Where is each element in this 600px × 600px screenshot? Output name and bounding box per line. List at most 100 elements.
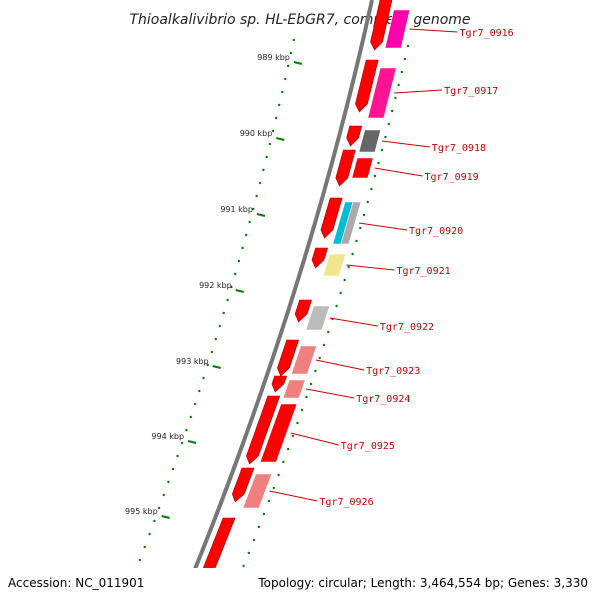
scale-dot — [359, 226, 362, 230]
scale-dot — [148, 532, 151, 536]
scale-dot — [167, 480, 170, 484]
tick-mark — [161, 515, 170, 519]
scale-dot — [202, 376, 205, 380]
gene-block — [282, 379, 306, 399]
scale-dot — [226, 298, 229, 302]
forward-gene-arrow — [320, 197, 343, 239]
scale-dot — [282, 460, 285, 464]
scale-dot — [277, 473, 280, 477]
forward-gene-arrow — [231, 467, 255, 503]
gene-label-leader — [409, 28, 458, 33]
scale-dot — [384, 135, 387, 139]
scale-dot — [206, 363, 209, 367]
gene-label: Tgr7_0925 — [341, 441, 395, 452]
genome-backbone — [180, 0, 374, 600]
scale-dot — [162, 493, 165, 497]
gene-label-leader — [290, 432, 339, 446]
gene-label: Tgr7_0922 — [380, 322, 434, 333]
forward-gene-arrow — [355, 59, 379, 113]
scale-dot — [286, 64, 290, 68]
gene-block — [384, 9, 411, 49]
scale-dot — [291, 434, 295, 438]
scale-dot — [210, 350, 213, 354]
gene-block — [358, 129, 382, 153]
gene-block — [367, 67, 397, 119]
scale-dot — [255, 194, 258, 198]
accession-text: Accession: NC_011901 — [8, 576, 144, 590]
scale-dot — [233, 272, 237, 276]
gene-label: Tgr7_0918 — [432, 143, 486, 154]
gene-label-leader — [329, 317, 378, 327]
scale-dot — [387, 122, 391, 126]
scale-dot — [314, 369, 317, 373]
scale-dot — [309, 382, 313, 386]
scale-dot — [278, 103, 281, 107]
forward-gene-arrow — [346, 125, 363, 147]
forward-gene-arrow — [271, 375, 288, 393]
scale-dot — [355, 239, 358, 243]
scale-dot — [242, 564, 245, 568]
forward-gene-arrow — [277, 339, 300, 377]
gene-block — [290, 345, 318, 375]
tick-label: 994 kbp — [151, 432, 184, 441]
scale-dot — [268, 142, 272, 146]
scale-dot — [289, 51, 293, 55]
gene-label-leader — [306, 388, 355, 399]
gene-label: Tgr7_0926 — [319, 497, 373, 508]
scale-dot — [262, 168, 265, 172]
forward-gene-arrow — [335, 149, 356, 187]
scale-dot — [366, 200, 369, 204]
scale-dot — [244, 233, 248, 237]
gene-label: Tgr7_0920 — [409, 226, 463, 237]
tick-label: 995 kbp — [125, 507, 158, 516]
scale-dot — [380, 148, 384, 152]
scale-dot — [322, 343, 326, 347]
scale-dot — [300, 408, 304, 412]
scale-dot — [351, 252, 354, 256]
tick-label: 992 kbp — [199, 281, 232, 290]
scale-dot — [335, 304, 338, 308]
scale-dot — [153, 519, 156, 523]
scale-dot — [247, 551, 250, 555]
scale-dot — [406, 44, 410, 48]
tick-label: 991 kbp — [220, 205, 253, 214]
scale-dot — [248, 220, 251, 224]
scale-dot — [267, 499, 271, 503]
scale-dot — [271, 129, 275, 133]
scale-dot — [274, 116, 278, 120]
gene-label: Tgr7_0916 — [459, 28, 513, 39]
scale-dot — [193, 402, 197, 406]
gene-label: Tgr7_0923 — [366, 366, 420, 377]
gene-block — [351, 157, 374, 179]
scale-dot — [394, 96, 397, 100]
gene-label: Tgr7_0917 — [444, 86, 498, 97]
scale-dot — [339, 291, 342, 295]
gene-block — [322, 253, 347, 277]
gene-label: Tgr7_0921 — [396, 266, 450, 277]
gene-block — [340, 201, 362, 245]
gene-block — [259, 403, 298, 463]
gene-label-leader — [374, 167, 423, 177]
scale-dot — [400, 70, 403, 74]
scale-dot — [218, 324, 221, 328]
scale-dot — [292, 38, 295, 42]
tick-mark — [235, 289, 244, 293]
forward-gene-arrow — [370, 0, 393, 51]
scale-dot — [171, 467, 175, 471]
scale-dot — [176, 454, 179, 458]
gene-labels: Tgr7_0916 Tgr7_0917 Tgr7_0918 Tgr7_0919 Tgr7… — [269, 28, 514, 508]
gene-label-leader — [315, 359, 365, 371]
scale-dot — [377, 161, 380, 165]
forward-strand-features — [193, 0, 393, 600]
scale-dot — [265, 155, 268, 159]
scale-dot — [138, 558, 142, 562]
scale-dot — [252, 207, 255, 211]
forward-gene-arrow — [246, 395, 281, 465]
forward-gene-arrow — [294, 299, 313, 323]
tick-mark — [276, 137, 285, 141]
scale-dots — [123, 38, 410, 600]
forward-gene-arrow — [311, 247, 329, 269]
scale-dot — [318, 356, 321, 360]
gene-label-leader — [269, 490, 318, 502]
